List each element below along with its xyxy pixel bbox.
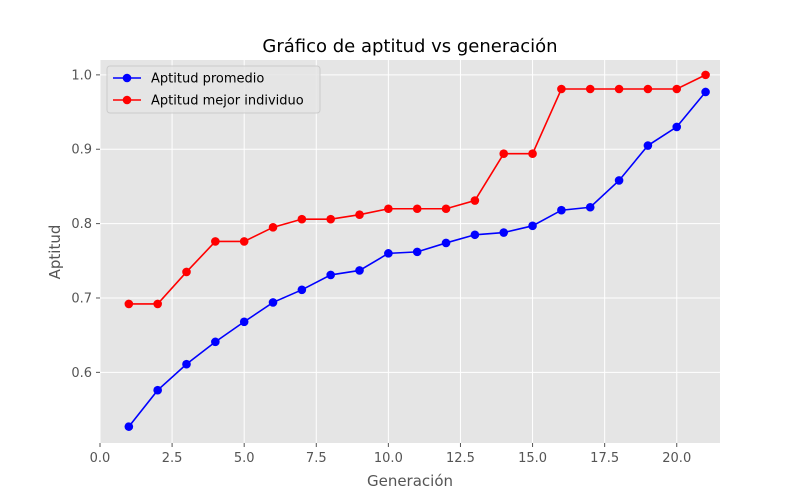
x-tick-label: 7.5 — [306, 451, 327, 466]
y-axis-label: Aptitud — [46, 225, 64, 280]
data-point — [528, 149, 537, 159]
data-point — [643, 84, 653, 94]
legend-item: Aptitud mejor individuo — [113, 94, 304, 109]
data-point — [297, 285, 307, 295]
data-point — [412, 247, 422, 257]
series-layer — [124, 70, 710, 431]
data-point — [470, 230, 480, 240]
data-point — [557, 205, 566, 215]
data-point — [153, 299, 162, 309]
data-point — [643, 141, 653, 150]
data-point — [384, 204, 393, 214]
data-point — [326, 270, 335, 280]
data-point — [614, 176, 624, 185]
chart-title: Gráfico de aptitud vs generación — [262, 36, 557, 57]
x-tick-label: 12.5 — [446, 451, 475, 466]
data-point — [499, 228, 509, 237]
x-tick-label: 17.5 — [590, 451, 619, 466]
data-point — [182, 359, 191, 369]
x-tick-label: 10.0 — [374, 451, 403, 466]
data-point — [297, 214, 307, 224]
series-2 — [124, 70, 710, 309]
data-point — [672, 84, 682, 94]
data-point — [211, 237, 220, 246]
data-point — [124, 299, 134, 309]
legend-label: Aptitud promedio — [151, 72, 264, 87]
x-tick-label: 15.0 — [518, 451, 547, 466]
data-point — [355, 266, 364, 275]
data-point — [585, 84, 595, 94]
data-point — [412, 204, 422, 214]
x-tick-label: 5.0 — [234, 451, 255, 466]
x-axis-ticks: 0.0 2.5 5.0 7.5 10.0 12.5 15.0 17.5 20.0 — [90, 443, 691, 466]
data-point — [239, 317, 249, 327]
data-point — [557, 84, 566, 94]
data-point — [470, 196, 480, 205]
legend-marker — [122, 95, 132, 105]
data-point — [355, 210, 364, 219]
data-point — [585, 202, 595, 212]
data-point — [528, 221, 537, 231]
series-1 — [124, 87, 710, 431]
x-tick-label: 2.5 — [162, 451, 183, 466]
data-point — [701, 70, 710, 80]
data-point — [124, 422, 134, 431]
data-point — [672, 122, 682, 132]
data-point — [384, 249, 393, 258]
x-tick-label: 0.0 — [90, 451, 111, 466]
y-tick-label: 0.7 — [71, 291, 92, 306]
legend-marker — [122, 73, 132, 83]
data-point — [153, 385, 162, 395]
legend-label: Aptitud mejor individuo — [151, 94, 304, 109]
legend-item: Aptitud promedio — [113, 72, 264, 87]
data-point — [441, 204, 451, 214]
y-tick-label: 0.9 — [71, 143, 92, 158]
data-point — [268, 223, 278, 232]
x-tick-label: 20.0 — [662, 451, 691, 466]
y-tick-label: 0.8 — [71, 217, 92, 232]
y-tick-label: 0.6 — [71, 366, 92, 381]
legend: Aptitud promedio Aptitud mejor individuo — [106, 65, 321, 114]
data-point — [239, 237, 249, 246]
y-axis-ticks: 0.6 0.7 0.8 0.9 1.0 — [71, 68, 100, 381]
legend-frame — [106, 65, 321, 114]
data-point — [499, 149, 509, 159]
data-point — [268, 298, 278, 307]
data-point — [701, 87, 710, 97]
x-axis-label: Generación — [367, 472, 453, 490]
data-point — [211, 337, 220, 347]
data-point — [614, 84, 624, 94]
data-point — [441, 238, 451, 248]
data-point — [326, 214, 335, 224]
data-point — [182, 267, 191, 277]
y-tick-label: 1.0 — [71, 68, 92, 83]
